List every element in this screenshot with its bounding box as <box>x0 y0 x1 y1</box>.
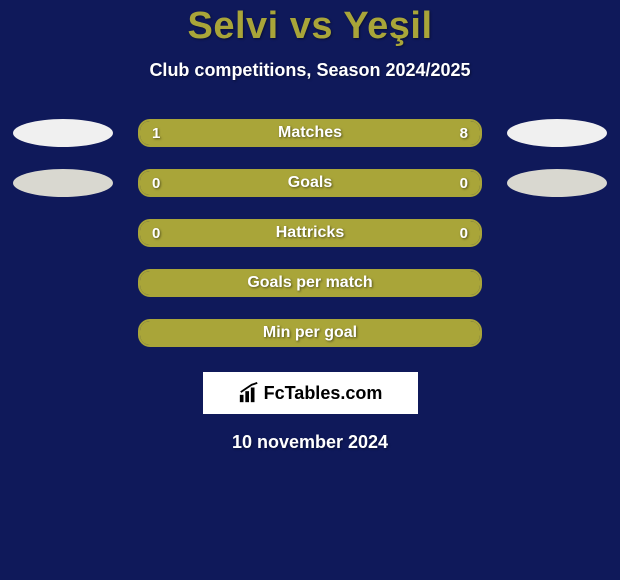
stat-bar: Min per goal <box>138 319 482 347</box>
player-right-marker <box>507 169 607 197</box>
stat-label: Goals per match <box>140 271 480 295</box>
stat-bar: Goals per match <box>138 269 482 297</box>
stat-row: 18Matches <box>0 119 620 147</box>
subtitle: Club competitions, Season 2024/2025 <box>0 60 620 81</box>
stat-bar: 00Hattricks <box>138 219 482 247</box>
spacer <box>13 269 113 297</box>
stats-rows: 18Matches 00Goals 00Hattricks Goals per mat… <box>0 119 620 347</box>
stat-row: Min per goal <box>0 319 620 347</box>
stat-label: Matches <box>140 121 480 145</box>
spacer <box>13 319 113 347</box>
site-badge-text: FcTables.com <box>264 383 383 404</box>
spacer <box>507 269 607 297</box>
site-badge[interactable]: FcTables.com <box>203 372 418 414</box>
player-left-marker <box>13 169 113 197</box>
stat-row: 00Goals <box>0 169 620 197</box>
stat-label: Goals <box>140 171 480 195</box>
stat-label: Hattricks <box>140 221 480 245</box>
player-right-marker <box>507 119 607 147</box>
stat-bar: 00Goals <box>138 169 482 197</box>
spacer <box>507 319 607 347</box>
page-title: Selvi vs Yeşil <box>0 5 620 48</box>
stat-label: Min per goal <box>140 321 480 345</box>
date-text: 10 november 2024 <box>0 432 620 453</box>
player-left-marker <box>13 119 113 147</box>
stat-bar: 18Matches <box>138 119 482 147</box>
stat-row: 00Hattricks <box>0 219 620 247</box>
spacer <box>13 219 113 247</box>
comparison-card: Selvi vs Yeşil Club competitions, Season… <box>0 0 620 453</box>
spacer <box>507 219 607 247</box>
chart-icon <box>238 382 260 404</box>
stat-row: Goals per match <box>0 269 620 297</box>
